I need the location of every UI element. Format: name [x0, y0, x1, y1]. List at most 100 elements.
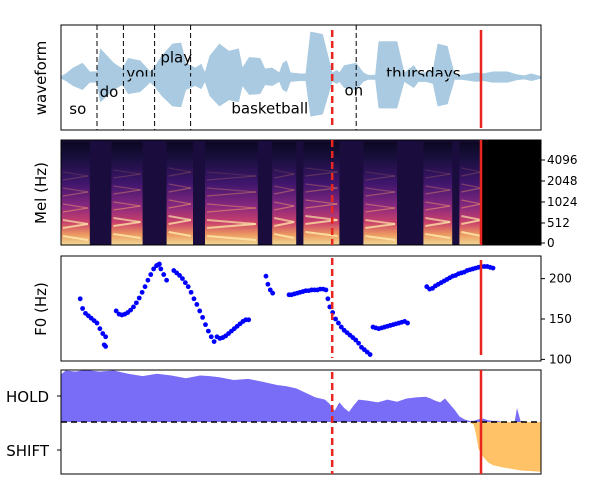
word-label-do: do	[100, 83, 119, 101]
mel-harmonic-line	[62, 235, 88, 241]
pitch-point	[194, 302, 200, 307]
pitch-point	[367, 352, 373, 357]
pitch-point	[103, 344, 109, 349]
mel-harmonic-line	[206, 235, 256, 241]
pitch-point	[338, 324, 344, 330]
mel-harmonic-line	[461, 187, 482, 193]
pitch-point	[177, 272, 182, 278]
pitch-point	[148, 272, 154, 277]
word-label-on: on	[344, 81, 363, 99]
mel-harmonic-line	[365, 207, 396, 213]
mel-harmonic-line	[206, 171, 256, 177]
mel-harmonic-line	[206, 203, 256, 209]
mel-voiced-segment	[272, 142, 297, 245]
mel-harmonic-line	[274, 221, 295, 227]
mel-harmonic-line	[425, 189, 451, 195]
mel-harmonic-line	[206, 223, 256, 229]
pitch-point	[151, 266, 157, 272]
waveform-ylabel: waveform	[32, 41, 50, 116]
pitch-point	[208, 334, 214, 340]
time-markers	[330, 30, 483, 474]
pitch-point	[97, 326, 103, 332]
pitch-point	[145, 277, 151, 283]
word-label-you: you	[126, 65, 154, 83]
pitch-point	[164, 277, 170, 283]
mel-harmonic-line	[62, 223, 88, 229]
pitch-point	[128, 307, 134, 313]
pitch-tick-label: 150	[549, 312, 572, 326]
mel-harmonic-line	[206, 187, 256, 193]
mel-harmonic-line	[425, 233, 451, 239]
mel-harmonic-line	[168, 219, 192, 225]
pitch-point	[325, 296, 331, 302]
mel-harmonic-line	[365, 235, 396, 241]
mel-harmonic-line	[62, 171, 88, 177]
waveform-envelope	[61, 31, 541, 117]
hold-blip-area	[514, 408, 521, 422]
mel-harmonic-line	[113, 221, 141, 227]
mel-harmonic-line	[461, 231, 482, 237]
pitch-point	[353, 337, 359, 343]
mel-y-axis: 0 512 1024 2048 4096	[541, 153, 578, 250]
mel-harmonic-line	[113, 185, 141, 191]
pitch-point	[113, 308, 119, 314]
turn-taking-frame	[60, 369, 542, 475]
pitch-point	[263, 273, 269, 279]
turn-taking-plot-area	[61, 370, 541, 472]
mel-harmonic-line	[168, 203, 192, 209]
pitch-point	[155, 262, 161, 268]
mel-harmonic-line	[168, 231, 192, 237]
mel-harmonic-line	[62, 203, 88, 209]
pitch-point	[203, 322, 208, 328]
mel-harmonic-line	[461, 183, 482, 189]
mel-harmonic-line	[274, 185, 295, 191]
mel-harmonic-line	[274, 173, 295, 179]
word-label-play: play	[160, 48, 192, 66]
mel-harmonic-line	[168, 167, 192, 173]
mel-tick-label: 2048	[547, 174, 578, 188]
mel-tick-label: 4096	[547, 153, 578, 167]
mel-tick-label: 0	[547, 236, 555, 250]
pitch-point	[188, 289, 194, 295]
mel-harmonic-line	[305, 199, 338, 205]
mel-tick-label: 512	[547, 216, 570, 230]
mel-frame	[60, 139, 542, 246]
mel-harmonic-line	[461, 171, 482, 177]
mel-harmonic-line	[425, 185, 451, 191]
pitch-point	[161, 272, 167, 277]
pitch-ylabel: F0 (Hz)	[32, 282, 50, 336]
mel-harmonics	[62, 167, 482, 241]
mel-harmonic-line	[365, 191, 396, 197]
mel-harmonic-line	[168, 183, 192, 189]
pitch-point	[94, 320, 100, 326]
pitch-point	[142, 284, 148, 290]
mel-harmonic-line	[365, 219, 396, 225]
shift-area	[469, 422, 541, 472]
waveform-frame	[60, 24, 542, 131]
mel-harmonic-line	[206, 191, 256, 197]
shift-tick-label: SHIFT	[6, 442, 50, 460]
pitch-point	[200, 314, 206, 320]
mel-harmonic-line	[168, 199, 192, 205]
mel-harmonic-line	[305, 167, 338, 173]
pitch-point	[211, 339, 217, 345]
mel-harmonic-line	[113, 189, 141, 195]
pitch-point	[100, 331, 106, 336]
pitch-tick-label: 200	[549, 272, 572, 286]
pitch-point	[197, 308, 203, 314]
pitch-point	[333, 316, 338, 322]
mel-harmonic-line	[305, 231, 338, 237]
pitch-point	[205, 328, 211, 334]
mel-harmonic-line	[365, 175, 396, 181]
mel-harmonic-line	[425, 173, 451, 179]
pitch-point	[136, 295, 142, 301]
mel-spectrogram-plot-area	[61, 140, 541, 245]
mel-harmonic-line	[113, 205, 141, 211]
mel-harmonic-line	[305, 171, 338, 177]
mel-harmonic-line	[365, 171, 396, 177]
mel-harmonic-line	[62, 187, 88, 193]
mel-harmonic-line	[168, 171, 192, 177]
mel-harmonic-line	[274, 233, 295, 239]
pitch-point	[103, 334, 109, 340]
